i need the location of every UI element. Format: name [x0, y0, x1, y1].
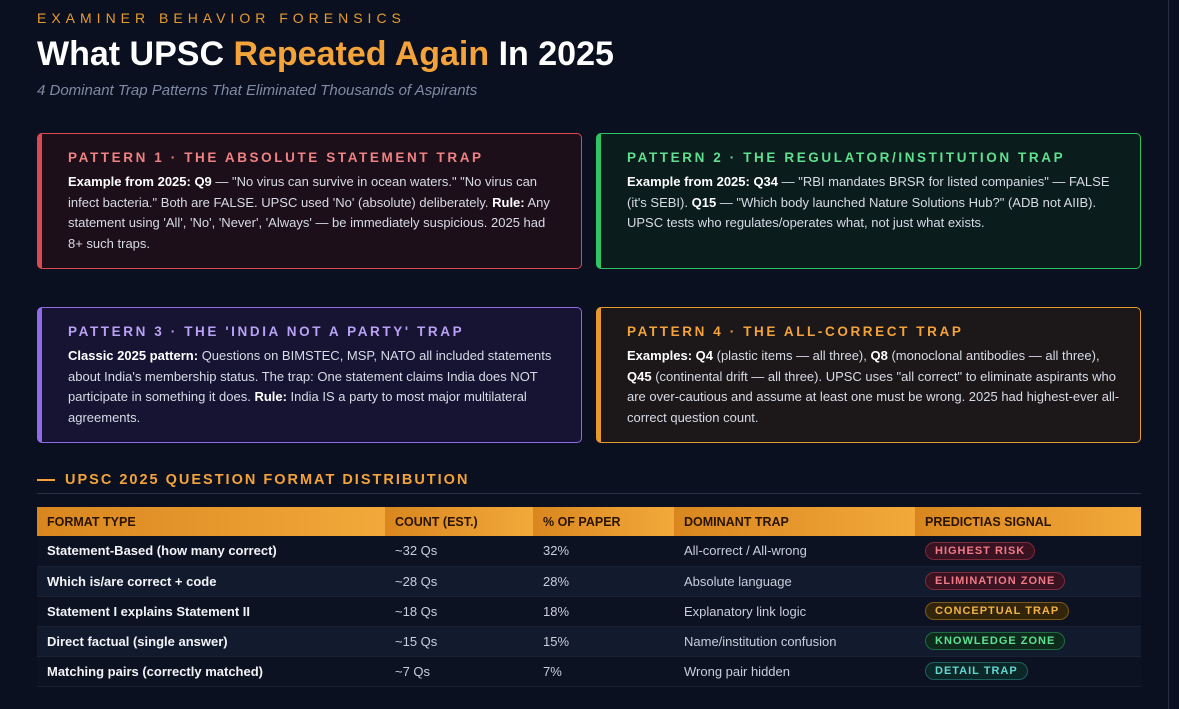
count-cell: ~28 Qs: [385, 566, 533, 597]
column-header: PREDICTIAS SIGNAL: [915, 507, 1141, 536]
page: EXAMINER BEHAVIOR FORENSICS What UPSC Re…: [37, 0, 1141, 687]
pattern-heading: PATTERN 3 · THE 'INDIA NOT A PARTY' TRAP: [68, 324, 465, 339]
pattern-heading: PATTERN 2 · THE REGULATOR/INSTITUTION TR…: [627, 150, 1066, 165]
pattern-card-1: PATTERN 1 · THE ABSOLUTE STATEMENT TRAP …: [37, 133, 582, 269]
window-edge: [1168, 0, 1169, 709]
trap-cell: All-correct / All-wrong: [674, 536, 915, 567]
pattern-card-2: PATTERN 2 · THE REGULATOR/INSTITUTION TR…: [596, 133, 1141, 269]
table-row: Direct factual (single answer) ~15 Qs 15…: [37, 626, 1141, 657]
pattern-body: Example from 2025: Q34 — "RBI mandates B…: [627, 174, 1110, 230]
pattern-heading: PATTERN 4 · THE ALL-CORRECT TRAP: [627, 324, 964, 339]
pattern-body: Classic 2025 pattern: Questions on BIMST…: [68, 348, 552, 425]
percent-cell: 32%: [533, 536, 674, 567]
trap-cell: Absolute language: [674, 566, 915, 597]
title-prefix: What UPSC: [37, 35, 234, 73]
pattern-card-3: PATTERN 3 · THE 'INDIA NOT A PARTY' TRAP…: [37, 307, 582, 443]
count-cell: ~15 Qs: [385, 626, 533, 657]
table-row: Statement I explains Statement II ~18 Qs…: [37, 596, 1141, 627]
title-suffix: In 2025: [489, 35, 614, 73]
pattern-card-4: PATTERN 4 · THE ALL-CORRECT TRAP Example…: [596, 307, 1141, 443]
percent-cell: 7%: [533, 656, 674, 687]
pattern-heading: PATTERN 1 · THE ABSOLUTE STATEMENT TRAP: [68, 150, 484, 165]
count-cell: ~7 Qs: [385, 656, 533, 687]
table-row: Which is/are correct + code ~28 Qs 28% A…: [37, 566, 1141, 597]
signal-badge: KNOWLEDGE ZONE: [925, 632, 1066, 650]
percent-cell: 15%: [533, 626, 674, 657]
percent-cell: 18%: [533, 596, 674, 627]
signal-badge: DETAIL TRAP: [925, 662, 1028, 680]
format-distribution-table: FORMAT TYPE COUNT (EST.) % OF PAPER DOMI…: [37, 507, 1141, 687]
title-accent: Repeated Again: [233, 35, 490, 73]
signal-cell: HIGHEST RISK: [915, 536, 1141, 567]
section-title: UPSC 2025 QUESTION FORMAT DISTRIBUTION: [65, 472, 470, 488]
signal-cell: ELIMINATION ZONE: [915, 566, 1141, 597]
pattern-body: Example from 2025: Q9 — "No virus can su…: [68, 174, 550, 251]
signal-cell: CONCEPTUAL TRAP: [915, 596, 1141, 627]
signal-cell: KNOWLEDGE ZONE: [915, 626, 1141, 657]
signal-badge: ELIMINATION ZONE: [925, 572, 1066, 590]
section-dash-icon: [37, 479, 55, 481]
page-title: What UPSC Repeated Again In 2025: [37, 35, 1141, 74]
column-header: FORMAT TYPE: [37, 507, 385, 536]
count-cell: ~32 Qs: [385, 536, 533, 567]
signal-badge: HIGHEST RISK: [925, 541, 1036, 560]
column-header: COUNT (EST.): [385, 507, 533, 536]
table-row: Matching pairs (correctly matched) ~7 Qs…: [37, 656, 1141, 687]
format-type-cell: Matching pairs (correctly matched): [37, 656, 385, 687]
table-header-row: FORMAT TYPE COUNT (EST.) % OF PAPER DOMI…: [37, 507, 1141, 536]
eyebrow-label: EXAMINER BEHAVIOR FORENSICS: [37, 10, 406, 26]
percent-cell: 28%: [533, 566, 674, 597]
table-row: Statement-Based (how many correct) ~32 Q…: [37, 536, 1141, 567]
format-type-cell: Direct factual (single answer): [37, 626, 385, 657]
format-type-cell: Statement I explains Statement II: [37, 596, 385, 627]
count-cell: ~18 Qs: [385, 596, 533, 627]
column-header: DOMINANT TRAP: [674, 507, 915, 536]
format-type-cell: Statement-Based (how many correct): [37, 536, 385, 567]
page-subtitle: 4 Dominant Trap Patterns That Eliminated…: [37, 82, 478, 99]
format-type-cell: Which is/are correct + code: [37, 566, 385, 597]
pattern-body: Examples: Q4 (plastic items — all three)…: [627, 348, 1120, 425]
trap-cell: Wrong pair hidden: [674, 656, 915, 687]
signal-cell: DETAIL TRAP: [915, 656, 1141, 687]
signal-badge: CONCEPTUAL TRAP: [925, 602, 1070, 620]
trap-cell: Name/institution confusion: [674, 626, 915, 657]
column-header: % OF PAPER: [533, 507, 674, 536]
section-header: UPSC 2025 QUESTION FORMAT DISTRIBUTION: [37, 472, 1141, 494]
trap-cell: Explanatory link logic: [674, 596, 915, 627]
